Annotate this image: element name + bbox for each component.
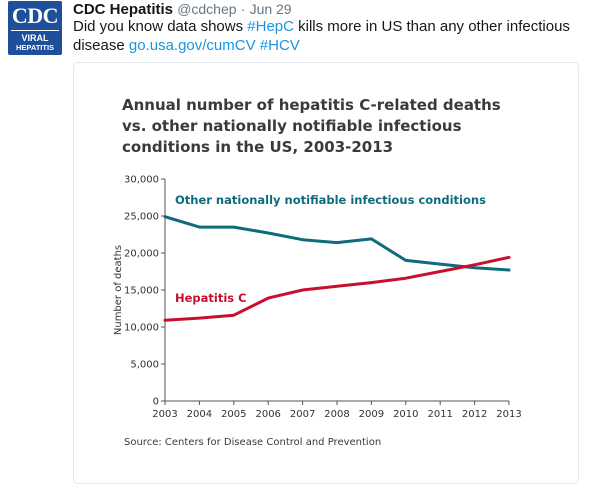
y-tick-label: 30,000 bbox=[124, 175, 159, 186]
x-tick-label: 2003 bbox=[152, 409, 177, 420]
author-name[interactable]: CDC Hepatitis bbox=[73, 1, 174, 18]
y-tick-label: 5,000 bbox=[130, 360, 159, 371]
x-tick-label: 2011 bbox=[427, 409, 452, 420]
series-label-other-conditions: Other nationally notifiable infectious c… bbox=[175, 193, 486, 207]
header-separator: · bbox=[240, 1, 246, 17]
tweet-text-part2: kills more in US than any other infectio… bbox=[73, 18, 570, 54]
logo-hepatitis-text: HEPATITIS bbox=[15, 43, 55, 52]
logo-viral-text: VIRAL bbox=[21, 33, 49, 43]
series-line-1 bbox=[163, 255, 511, 322]
tweet-header: CDC Hepatitis @cdchep · Jun 29 bbox=[73, 0, 292, 18]
x-tick-label: 2009 bbox=[359, 409, 384, 420]
tweet-timestamp[interactable]: Jun 29 bbox=[249, 1, 292, 17]
y-tick-label: 10,000 bbox=[124, 323, 159, 334]
y-tick-label: 0 bbox=[153, 397, 159, 408]
line-chart: 0 5,000 10,000 15,000 20,000 25,000 30,000 2003… bbox=[113, 175, 522, 421]
y-axis-label: Number of deaths bbox=[113, 245, 124, 335]
x-tick-label: 2008 bbox=[324, 409, 349, 420]
x-tick-label: 2012 bbox=[462, 409, 487, 420]
x-tick-label: 2010 bbox=[393, 409, 418, 420]
chart-title-line-1: Annual number of hepatitis C-related dea… bbox=[122, 96, 501, 114]
y-tick-label: 15,000 bbox=[124, 286, 159, 297]
hashtag-hcv[interactable]: #HCV bbox=[259, 37, 300, 54]
x-tick-label: 2006 bbox=[255, 409, 280, 420]
logo-divider bbox=[11, 30, 59, 31]
x-tick-label: 2007 bbox=[290, 409, 315, 420]
cdc-logo-text: CDC bbox=[8, 1, 62, 31]
x-tick-label: 2004 bbox=[187, 409, 212, 420]
chart-source: Source: Centers for Disease Control and … bbox=[124, 437, 382, 448]
avatar[interactable]: CDC VIRAL HEPATITIS bbox=[8, 1, 62, 55]
chart-title-line-2: vs. other nationally notifiable infectio… bbox=[122, 117, 462, 135]
x-tick-label: 2005 bbox=[221, 409, 246, 420]
series-label-hepatitis-c: Hepatitis C bbox=[175, 291, 247, 305]
chart-title-line-3: conditions in the US, 2003-2013 bbox=[122, 138, 394, 156]
tweet-link[interactable]: go.usa.gov/cumCV bbox=[128, 37, 256, 54]
author-handle[interactable]: @cdchep bbox=[177, 1, 237, 17]
tweet: CDC VIRAL HEPATITIS CDC Hepatitis @cdche… bbox=[8, 0, 579, 484]
tweet-text: Did you know data shows #HepC kills more… bbox=[73, 17, 573, 55]
series-line-0 bbox=[163, 215, 511, 272]
hashtag-hepc[interactable]: #HepC bbox=[247, 18, 294, 35]
tweet-text-part1: Did you know data shows bbox=[73, 18, 248, 35]
chart-title: Annual number of hepatitis C-related dea… bbox=[122, 95, 502, 158]
y-tick-label: 20,000 bbox=[124, 249, 159, 260]
media-card[interactable] bbox=[73, 62, 579, 484]
x-tick-label: 2013 bbox=[496, 409, 521, 420]
y-tick-label: 25,000 bbox=[124, 212, 159, 223]
